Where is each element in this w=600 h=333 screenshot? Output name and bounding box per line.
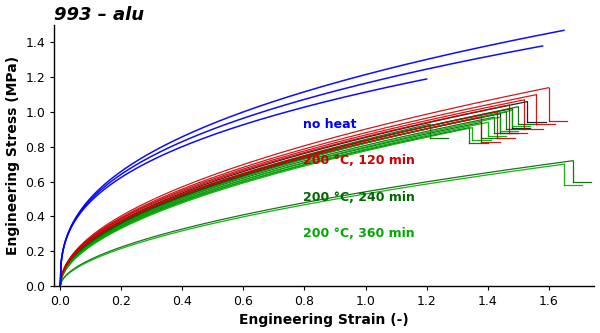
Text: no heat: no heat bbox=[302, 118, 356, 131]
Text: 200 °C, 120 min: 200 °C, 120 min bbox=[302, 154, 415, 167]
Text: 993 – alu: 993 – alu bbox=[54, 6, 144, 24]
Y-axis label: Engineering Stress (MPa): Engineering Stress (MPa) bbox=[5, 56, 20, 255]
X-axis label: Engineering Strain (-): Engineering Strain (-) bbox=[239, 313, 409, 327]
Text: 200 °C, 360 min: 200 °C, 360 min bbox=[302, 227, 415, 240]
Text: 200 °C, 240 min: 200 °C, 240 min bbox=[302, 191, 415, 204]
